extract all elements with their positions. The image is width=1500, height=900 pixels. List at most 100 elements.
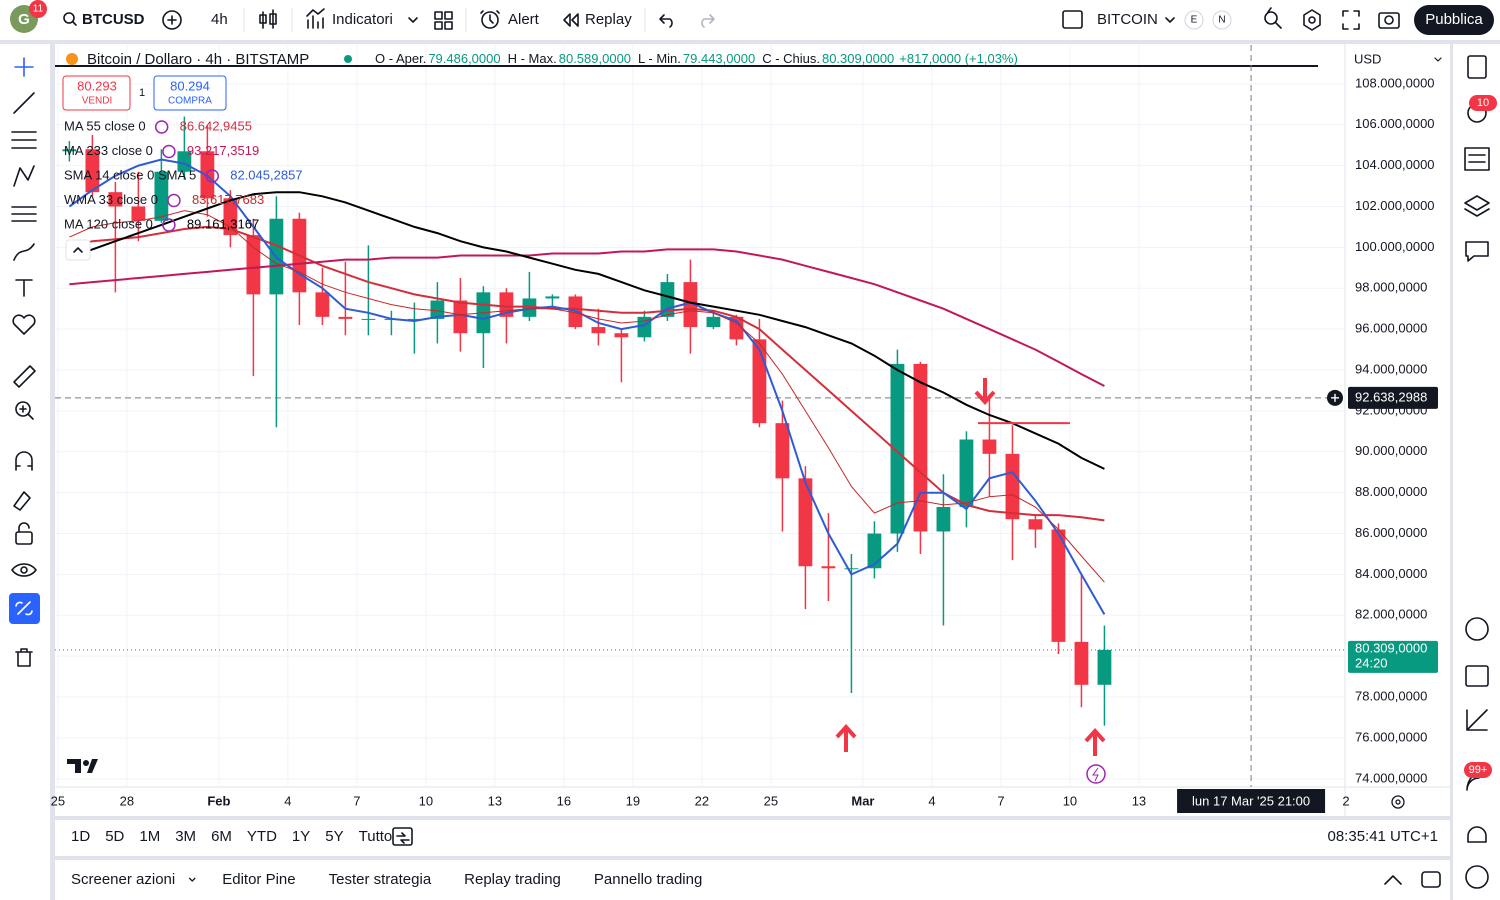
bottom-tab[interactable]: Replay trading: [464, 871, 561, 888]
fullscreen[interactable]: [1342, 10, 1360, 30]
expand-panel[interactable]: [1384, 875, 1402, 885]
indicator-settings[interactable]: [205, 169, 219, 183]
brush-tool[interactable]: [13, 243, 35, 261]
alert[interactable]: Alert: [508, 11, 540, 28]
indicator-settings[interactable]: [162, 144, 176, 159]
pattern-tool[interactable]: [13, 165, 35, 187]
avatar-badge: 11: [33, 4, 44, 15]
undo[interactable]: [659, 14, 673, 28]
settings[interactable]: [1303, 9, 1321, 31]
range-button[interactable]: 3M: [175, 828, 196, 845]
indicators[interactable]: Indicatori: [332, 11, 393, 28]
goto-date[interactable]: [392, 827, 413, 846]
templates-icon[interactable]: [434, 11, 453, 30]
chevron[interactable]: [408, 17, 418, 23]
redo[interactable]: [701, 14, 715, 28]
watchlist-icon[interactable]: [1467, 55, 1487, 79]
range-button[interactable]: 5Y: [325, 828, 343, 845]
quick-search[interactable]: [1264, 7, 1282, 29]
n-circle[interactable]: [1212, 10, 1232, 30]
buy-label[interactable]: COMPRA: [168, 96, 212, 107]
crosshair-tool[interactable]: [14, 57, 34, 77]
hide-tool[interactable]: [11, 563, 37, 577]
add-symbol[interactable]: [162, 10, 182, 30]
news-icon[interactable]: [1464, 147, 1490, 171]
bottom-tab[interactable]: Editor Pine: [222, 871, 295, 888]
e-circle[interactable]: [1184, 10, 1204, 30]
last-price: 80.309,0000: [1355, 640, 1427, 655]
replay-icon[interactable]: [563, 13, 579, 27]
indicator-settings[interactable]: [154, 120, 169, 134]
currency[interactable]: USD: [1354, 51, 1381, 66]
candle-body: [361, 318, 376, 320]
sell-button[interactable]: [62, 75, 131, 111]
icon-tool[interactable]: [12, 314, 36, 335]
layout-checkbox[interactable]: [1062, 10, 1083, 29]
magnet-tool[interactable]: [15, 451, 33, 471]
link-tool[interactable]: [15, 601, 33, 616]
replay[interactable]: Replay: [585, 11, 632, 28]
search-icon[interactable]: [63, 12, 77, 26]
alert-icon[interactable]: [480, 10, 500, 29]
chart-type-icon[interactable]: [259, 9, 277, 29]
sell-price[interactable]: 80.293: [77, 78, 117, 93]
candle-body: [775, 423, 790, 479]
chart-icon[interactable]: [1466, 709, 1488, 731]
zoom-tool[interactable]: [15, 401, 34, 420]
clock[interactable]: 08:35:41 UTC+1: [1328, 828, 1439, 845]
range-button[interactable]: 6M: [211, 828, 232, 845]
trendline-tool[interactable]: [13, 92, 35, 114]
maximize-panel[interactable]: [1421, 871, 1441, 888]
x-tick-label: 2: [1342, 793, 1349, 808]
indicator-settings[interactable]: [167, 193, 181, 208]
chevron[interactable]: [1165, 17, 1175, 23]
collapse-legend[interactable]: [65, 239, 91, 261]
projection-tool[interactable]: [11, 206, 37, 222]
symbol[interactable]: BTCUSD: [82, 11, 145, 28]
publish[interactable]: Pubblica: [1425, 11, 1483, 28]
n-button[interactable]: N: [1218, 15, 1225, 26]
snapshot[interactable]: [1378, 12, 1400, 29]
bottom-tab[interactable]: Tester strategia: [329, 871, 432, 888]
draw-mode-tool[interactable]: [13, 491, 31, 511]
range-button[interactable]: YTD: [247, 828, 277, 845]
candle-body: [85, 149, 100, 193]
sell-label[interactable]: VENDI: [82, 96, 113, 107]
legend-title: Bitcoin / Dollaro · 4h · BITSTAMP: [87, 51, 309, 68]
bell-icon[interactable]: [1467, 826, 1487, 843]
range-button[interactable]: 1Y: [292, 828, 310, 845]
interval[interactable]: 4h: [211, 11, 228, 28]
candle-body: [913, 363, 928, 532]
chat-icon[interactable]: [1465, 241, 1489, 262]
indicator-settings[interactable]: [162, 218, 176, 232]
trash-tool[interactable]: [15, 648, 33, 667]
badge: 10: [1477, 97, 1489, 109]
lock-tool[interactable]: [15, 522, 33, 545]
range-button[interactable]: Tutto: [359, 828, 393, 845]
help-icon[interactable]: [1465, 865, 1489, 889]
range-button[interactable]: 1M: [139, 828, 160, 845]
bottom-tab[interactable]: Pannello trading: [594, 871, 702, 888]
range-button[interactable]: 5D: [105, 828, 124, 845]
e-button[interactable]: E: [1191, 15, 1198, 26]
x-tick-label: 28: [120, 793, 134, 808]
watchlist-name[interactable]: BITCOIN: [1097, 11, 1158, 28]
publish-button[interactable]: [1414, 5, 1494, 35]
event-icon[interactable]: [1086, 764, 1106, 784]
target-icon[interactable]: [1465, 617, 1489, 641]
currency-select[interactable]: [1349, 48, 1445, 72]
buy-button[interactable]: [153, 75, 227, 111]
layers-icon[interactable]: [1464, 195, 1490, 217]
range-button[interactable]: 1D: [71, 828, 90, 845]
buy-price[interactable]: 80.294: [170, 78, 210, 93]
x-tick-label: 7: [353, 793, 360, 808]
ruler-tool[interactable]: [13, 365, 36, 388]
calendar-icon[interactable]: [1465, 665, 1489, 687]
bottom-tab[interactable]: Screener azioni: [71, 871, 175, 888]
axis-settings[interactable]: [1391, 795, 1405, 809]
text-tool[interactable]: [15, 279, 33, 297]
indicators-icon[interactable]: [306, 8, 325, 29]
collapse-arrow[interactable]: [73, 247, 83, 253]
chevron[interactable]: [1434, 57, 1442, 62]
fib-tool[interactable]: [11, 131, 37, 149]
